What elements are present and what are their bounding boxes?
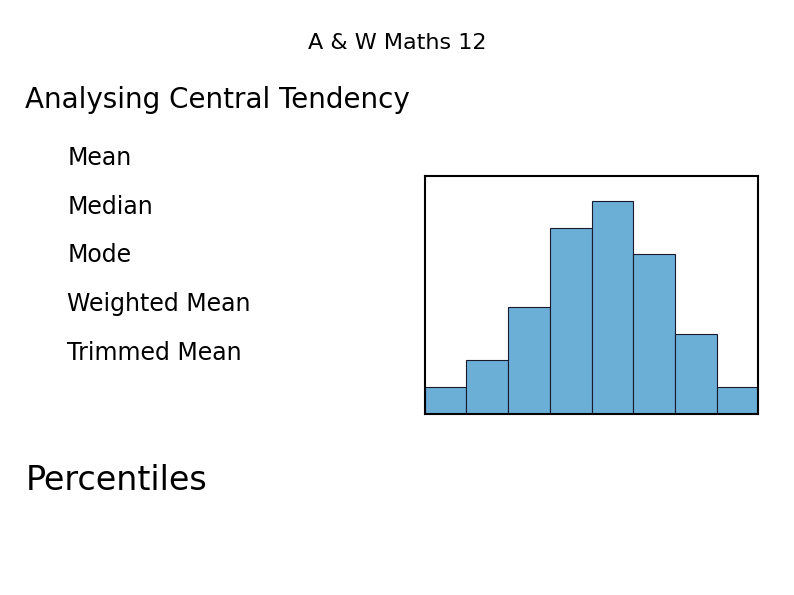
Text: Weighted Mean: Weighted Mean [67,292,251,316]
Text: Percentiles: Percentiles [25,464,207,497]
Bar [592,201,634,414]
Bar [675,334,717,414]
Text: Mode: Mode [67,243,132,267]
Text: Median: Median [67,195,153,218]
Bar [508,307,550,414]
Bar [467,361,508,414]
Text: Mean: Mean [67,146,132,170]
Text: Trimmed Mean: Trimmed Mean [67,341,242,365]
Bar [634,254,675,414]
Bar [549,227,592,414]
Text: A & W Maths 12: A & W Maths 12 [308,33,486,53]
Bar [425,387,467,414]
Bar [716,387,758,414]
Text: Analysing Central Tendency: Analysing Central Tendency [25,86,410,114]
